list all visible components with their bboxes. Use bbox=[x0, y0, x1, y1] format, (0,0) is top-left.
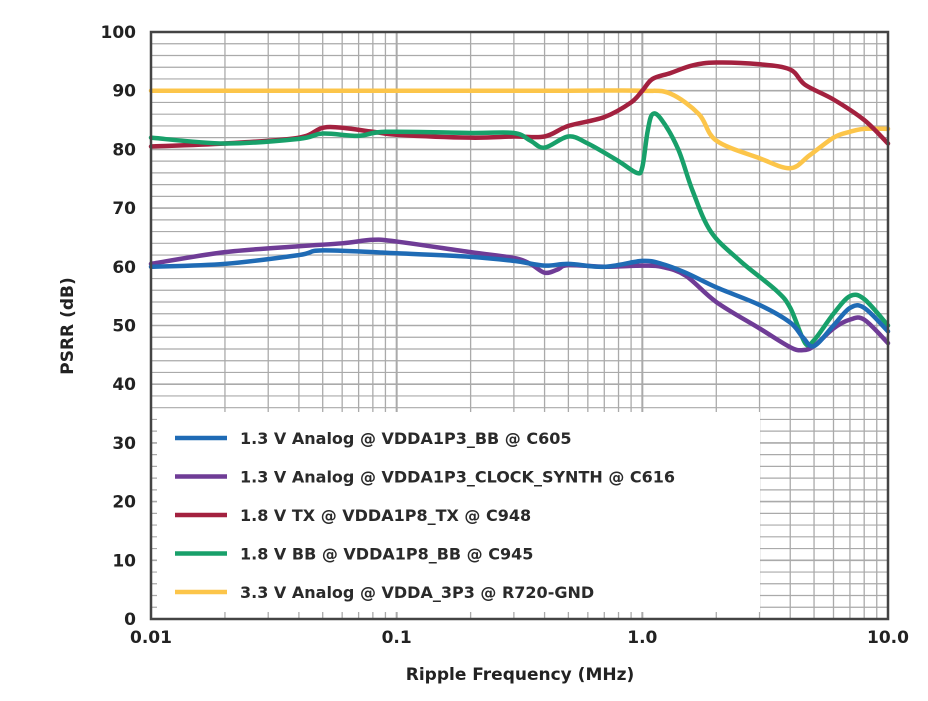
legend-label: 1.3 V Analog @ VDDA1P3_CLOCK_SYNTH @ C61… bbox=[240, 468, 675, 487]
series-line bbox=[148, 60, 891, 149]
x-tick-label: 10.0 bbox=[867, 628, 909, 648]
y-tick-label: 20 bbox=[112, 493, 136, 513]
y-tick-label: 30 bbox=[112, 434, 136, 454]
legend-label: 1.8 V BB @ VDDA1P8_BB @ C945 bbox=[240, 545, 533, 564]
x-axis-label: Ripple Frequency (MHz) bbox=[406, 665, 635, 685]
x-tick-labels: 0.01 0.1 1.0 10.0 bbox=[130, 628, 909, 648]
x-tick-label: 1.0 bbox=[627, 628, 657, 648]
legend-label: 3.3 V Analog @ VDDA_3P3 @ R720-GND bbox=[240, 583, 594, 602]
y-tick-labels: 0 10 20 30 40 50 60 70 80 90 100 bbox=[101, 23, 137, 630]
y-axis-label: PSRR (dB) bbox=[58, 277, 78, 374]
x-tick-label: 0.1 bbox=[382, 628, 412, 648]
y-tick-label: 60 bbox=[112, 258, 136, 278]
y-tick-label: 90 bbox=[112, 82, 136, 102]
series-line bbox=[148, 111, 891, 349]
legend-label: 1.3 V Analog @ VDDA1P3_BB @ C605 bbox=[240, 429, 572, 448]
plot-frame bbox=[149, 30, 890, 621]
legend-box bbox=[157, 412, 760, 612]
y-tick-label: 0 bbox=[124, 610, 136, 630]
x-tick-label: 0.01 bbox=[130, 628, 172, 648]
series-lines bbox=[148, 60, 891, 353]
series-line bbox=[148, 248, 891, 349]
y-tick-label: 10 bbox=[112, 551, 136, 571]
y-tick-label: 50 bbox=[112, 317, 136, 337]
y-tick-label: 100 bbox=[101, 23, 137, 43]
series-line bbox=[148, 88, 891, 171]
y-tick-label: 70 bbox=[112, 199, 136, 219]
legend-label: 1.8 V TX @ VDDA1P8_TX @ C948 bbox=[240, 506, 531, 525]
legend: 1.3 V Analog @ VDDA1P3_BB @ C605 1.3 V An… bbox=[157, 412, 760, 612]
y-tick-label: 40 bbox=[112, 375, 136, 395]
y-tick-label: 80 bbox=[112, 140, 136, 160]
series-line bbox=[148, 237, 891, 353]
